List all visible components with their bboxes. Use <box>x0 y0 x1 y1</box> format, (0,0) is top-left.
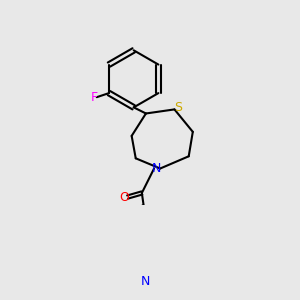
Text: N: N <box>141 275 151 288</box>
Text: N: N <box>152 162 161 175</box>
Text: S: S <box>174 101 182 114</box>
Text: F: F <box>91 91 98 104</box>
Text: O: O <box>119 190 129 203</box>
